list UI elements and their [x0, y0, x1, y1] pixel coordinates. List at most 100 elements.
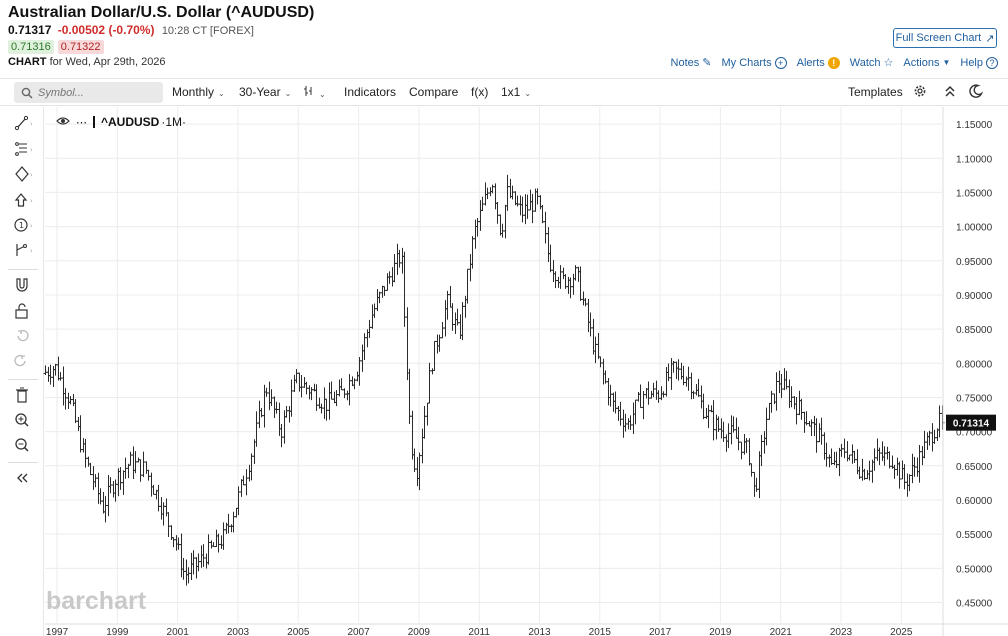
alerts-label: Alerts — [796, 56, 825, 69]
ohlc-bar — [209, 540, 214, 549]
ohlc-bar — [289, 379, 294, 417]
zoom-in-button[interactable] — [14, 410, 36, 430]
y-axis: 1.15000 1.10000 1.05000 1.00000 0.95000 0.900… — [942, 107, 993, 636]
ohlc-bar — [66, 392, 71, 410]
ohlc-bar — [96, 472, 101, 504]
range-select[interactable]: 30-Year ⌄ — [239, 85, 291, 99]
more-options-icon[interactable]: ⋯ — [76, 116, 87, 129]
chart-legend: ⋯ ^AUDUSD ·1M· — [56, 115, 186, 129]
delete-drawings-button[interactable] — [14, 385, 36, 405]
ohlc-bar — [842, 438, 847, 459]
ohlc-bar — [422, 405, 427, 439]
ohlc-bar — [860, 458, 865, 481]
ohlc-bar — [920, 446, 925, 466]
indicators-button[interactable]: Indicators — [344, 85, 397, 99]
trendline-tool[interactable]: › — [14, 113, 36, 133]
notes-link[interactable]: Notes ✎ — [671, 56, 712, 70]
my-charts-link[interactable]: My Charts + — [721, 56, 787, 69]
ohlc-bar — [829, 448, 834, 465]
ohlc-bar — [636, 392, 641, 402]
compare-button[interactable]: Compare — [409, 85, 459, 99]
bar-type-select[interactable]: ⌄ — [303, 85, 326, 100]
templates-button[interactable]: Templates — [848, 85, 903, 99]
actions-menu[interactable]: Actions ▼ — [903, 57, 950, 69]
ohlc-bar — [812, 415, 817, 437]
ohlc-bar — [226, 513, 231, 534]
interval-select[interactable]: Monthly ⌄ — [172, 85, 225, 99]
last-price-tag-text: 0.71314 — [953, 419, 990, 430]
ohlc-bar — [799, 398, 804, 420]
collapse-sidebar-button[interactable] — [14, 468, 36, 488]
layout-select[interactable]: 1x1 ⌄ — [501, 85, 531, 99]
x-tick-label: 2025 — [890, 627, 913, 636]
ohlc-bar — [915, 457, 920, 477]
collapse-button[interactable] — [944, 84, 956, 101]
eye-icon[interactable] — [56, 115, 70, 129]
ohlc-bar — [631, 402, 636, 434]
ohlc-bar — [274, 401, 279, 414]
watch-link[interactable]: Watch ☆ — [850, 56, 894, 70]
redo-button[interactable] — [14, 351, 36, 371]
measure-tool[interactable]: › — [14, 240, 36, 260]
ohlc-bar — [711, 400, 716, 441]
ohlc-bar — [852, 450, 857, 463]
zoom-out-icon — [15, 438, 29, 452]
ohlc-bar — [809, 419, 814, 437]
ohlc-bar — [164, 498, 169, 517]
caret-down-icon: ▼ — [942, 58, 951, 67]
symbol-input[interactable] — [38, 86, 148, 99]
undo-button[interactable] — [14, 326, 36, 346]
annotation-tool[interactable]: 1 › — [14, 215, 36, 235]
svg-text:›: › — [30, 146, 33, 154]
svg-text:›: › — [30, 197, 33, 205]
fx-button[interactable]: f(x) — [471, 85, 489, 99]
arrow-tool[interactable]: › — [14, 190, 36, 210]
ohlc-bar — [792, 396, 797, 410]
ohlc-bar — [832, 451, 837, 466]
ohlc-bar — [93, 474, 98, 488]
y-tick-label: 1.15000 — [956, 120, 993, 131]
full-screen-chart-button[interactable]: Full Screen Chart ↗ — [893, 28, 997, 48]
ohlc-bar — [191, 550, 196, 575]
settings-button[interactable] — [913, 84, 927, 101]
ohlc-bar — [468, 254, 473, 282]
ohlc-bar — [515, 195, 520, 207]
ohlc-bar — [591, 318, 596, 355]
ohlc-bar — [71, 394, 76, 407]
x-tick-label: 2023 — [830, 627, 853, 636]
ohlc-bar — [895, 457, 900, 476]
ohlc-bar — [465, 268, 470, 304]
ohlc-bar — [392, 253, 397, 283]
ohlc-bar — [706, 404, 711, 429]
sidebar-divider — [8, 462, 38, 463]
ohlc-bar — [734, 417, 739, 439]
fibonacci-tool[interactable]: › — [14, 139, 36, 159]
ohlc-bar — [43, 365, 48, 375]
ohlc-bar — [63, 388, 68, 410]
x-tick-label: 1999 — [106, 627, 129, 636]
zoom-out-button[interactable] — [14, 435, 36, 455]
shape-tool[interactable]: › — [14, 164, 36, 184]
gear-icon — [914, 85, 926, 97]
ohlc-bar — [417, 452, 422, 491]
range-label: 30-Year — [239, 85, 281, 99]
ohlc-bar — [334, 390, 339, 407]
lock-tool[interactable] — [14, 301, 36, 321]
price-chart[interactable]: 1.15000 1.10000 1.05000 1.00000 0.95000 0.900… — [0, 107, 1008, 636]
ohlc-bar — [402, 251, 407, 327]
ohlc-bar — [613, 391, 618, 414]
ohlc-bar — [440, 321, 445, 339]
ohlc-bar — [437, 334, 442, 352]
magnet-tool[interactable] — [14, 275, 36, 295]
help-link[interactable]: Help? — [960, 56, 998, 69]
ohlc-bar — [817, 423, 822, 443]
last-price: 0.71317 — [8, 23, 52, 37]
dark-mode-toggle[interactable] — [969, 84, 984, 101]
ohlc-bar — [664, 367, 669, 397]
y-tick-label: 0.50000 — [956, 564, 993, 575]
ohlc-bar — [759, 434, 764, 467]
chart-toolbar: Monthly⌄ 30-Year⌄ ⌄ Indicators Compare f… — [0, 78, 1008, 106]
ohlc-bar — [787, 379, 792, 409]
alerts-link[interactable]: Alerts! — [796, 56, 840, 69]
symbol-search[interactable] — [14, 82, 163, 103]
